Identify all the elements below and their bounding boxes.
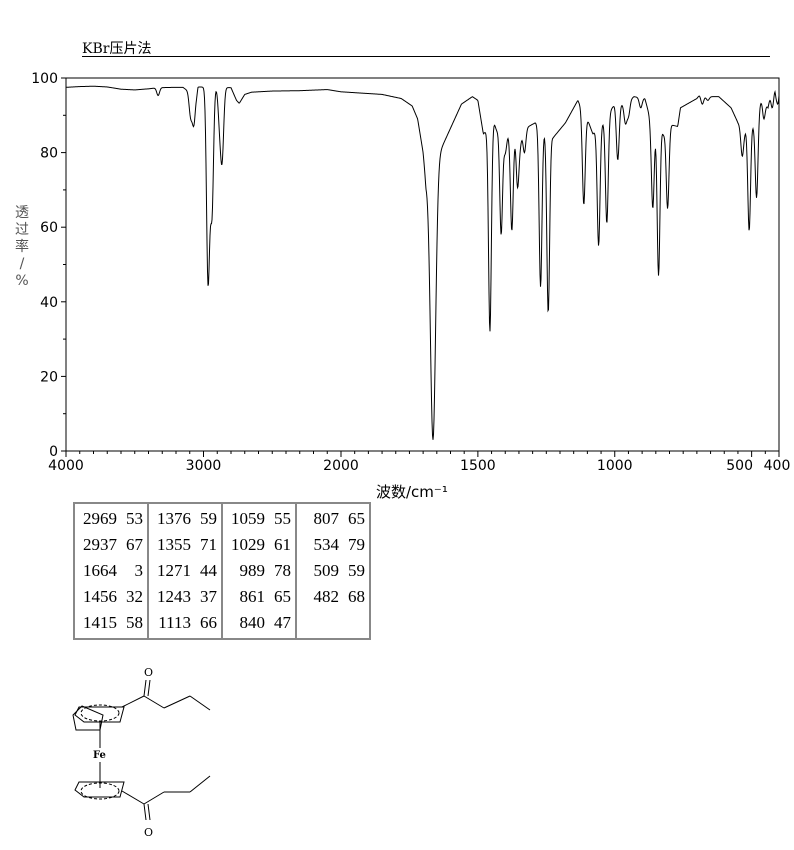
x-tick-label: 3000 — [186, 458, 222, 474]
peak-wavenumber: 989 — [239, 561, 266, 580]
peak-wavenumber: 1355 — [157, 535, 191, 554]
butanoyl-chain-bottom — [121, 775, 211, 821]
peak-entry: 534 79 — [301, 532, 366, 558]
peak-entry: 989 78 — [227, 558, 292, 584]
peak-transmittance: 59 — [200, 509, 217, 528]
x-axis-ticks: 4000 3000 2000 1500 1000 500 400 — [48, 451, 790, 474]
peak-entry: 1271 44 — [153, 558, 217, 584]
peak-entry: 1355 71 — [153, 532, 217, 558]
butanoyl-chain-top — [121, 679, 211, 711]
y-tick-label: 0 — [49, 444, 58, 460]
molecule-structure: O Fe O — [72, 666, 211, 839]
peak-entry: 1376 59 — [153, 506, 217, 532]
peak-transmittance: 66 — [200, 613, 217, 632]
peak-transmittance: 65 — [274, 587, 291, 606]
y-axis-label-char: / — [19, 256, 25, 272]
peak-transmittance: 65 — [348, 509, 365, 528]
peak-wavenumber: 1029 — [231, 535, 265, 554]
peak-transmittance: 71 — [200, 535, 217, 554]
peak-transmittance: 32 — [126, 587, 143, 606]
x-tick-label: 2000 — [323, 458, 359, 474]
peak-transmittance: 44 — [200, 561, 217, 580]
y-tick-label: 40 — [40, 295, 58, 311]
peak-entry: 1059 55 — [227, 506, 291, 532]
peak-column: 2969 53 2937 67 1664 3 1456 32 1415 58 — [74, 503, 148, 639]
peak-transmittance: 68 — [348, 587, 365, 606]
peak-transmittance: 3 — [134, 561, 144, 580]
peak-wavenumber: 482 — [313, 587, 340, 606]
peak-transmittance: 61 — [274, 535, 291, 554]
peak-entry: 2937 67 — [79, 532, 143, 558]
peak-wavenumber: 1664 — [83, 561, 117, 580]
peak-entry: 1113 66 — [153, 610, 217, 636]
peak-transmittance: 58 — [126, 613, 143, 632]
x-tick-label: 1500 — [460, 458, 496, 474]
peak-transmittance: 37 — [200, 587, 217, 606]
peak-wavenumber: 2937 — [83, 535, 117, 554]
plot-frame — [65, 77, 780, 452]
oxygen-atom-bottom: O — [144, 826, 153, 839]
peak-wavenumber: 861 — [239, 587, 266, 606]
peak-entry: 1456 32 — [79, 584, 143, 610]
peak-wavenumber: 1059 — [231, 509, 265, 528]
oxygen-atom-top: O — [144, 666, 153, 679]
peak-wavenumber: 1243 — [157, 587, 191, 606]
peak-wavenumber: 534 — [313, 535, 340, 554]
peak-wavenumber: 1271 — [157, 561, 191, 580]
peak-transmittance: 53 — [126, 509, 143, 528]
y-axis-label-char: 率 — [15, 239, 29, 255]
y-axis-label: 透 过 率 / % — [12, 205, 32, 290]
peak-entry: 1243 37 — [153, 584, 217, 610]
iron-atom: Fe — [93, 750, 106, 761]
x-tick-label: 400 — [764, 458, 791, 474]
peak-column: 807 65 534 79 509 59 482 68 — [296, 503, 370, 639]
peak-wavenumber: 1113 — [158, 613, 191, 632]
peak-wavenumber: 2969 — [83, 509, 117, 528]
peak-transmittance: 67 — [126, 535, 143, 554]
peak-column: 1059 55 1029 61 989 78 861 65 840 47 — [222, 503, 296, 639]
peak-wavenumber: 1376 — [157, 509, 191, 528]
x-tick-label: 1000 — [597, 458, 633, 474]
peak-wavenumber: 840 — [239, 613, 266, 632]
peak-wavenumber: 509 — [313, 561, 340, 580]
peak-entry: 861 65 — [227, 584, 292, 610]
peak-column: 1376 59 1355 71 1271 44 1243 37 1113 66 — [148, 503, 222, 639]
cyclopentadienyl-ring-bottom — [74, 781, 125, 800]
peak-wavenumber: 807 — [313, 509, 340, 528]
peak-entry-empty — [301, 610, 365, 636]
y-tick-label: 20 — [40, 369, 58, 385]
spectrum-trace — [65, 85, 780, 440]
peak-wavenumber: 1456 — [83, 587, 117, 606]
peak-wavenumber: 1415 — [83, 613, 117, 632]
peak-entry: 1029 61 — [227, 532, 291, 558]
x-axis-label: 波数/cm⁻¹ — [376, 483, 448, 500]
y-axis-ticks: 0 20 40 60 80 100 — [31, 71, 66, 460]
peak-entry: 482 68 — [301, 584, 366, 610]
x-tick-label: 4000 — [48, 458, 84, 474]
peak-transmittance: 59 — [348, 561, 365, 580]
peak-table: 2969 53 2937 67 1664 3 1456 32 1415 58 1376 59 1355… — [73, 502, 371, 640]
peak-entry: 1664 3 — [79, 558, 143, 584]
peak-entry: 509 59 — [301, 558, 366, 584]
y-tick-label: 100 — [31, 71, 58, 87]
peak-transmittance: 78 — [274, 561, 291, 580]
y-axis-label-char: 过 — [15, 222, 29, 238]
sample-method: KBr压片法 — [82, 41, 152, 57]
y-axis-label-char: % — [15, 273, 29, 289]
y-tick-label: 80 — [40, 146, 58, 162]
peak-entry: 807 65 — [301, 506, 366, 532]
cyclopentadienyl-ring-top — [72, 704, 125, 731]
method-underline — [82, 56, 770, 57]
peak-entry: 1415 58 — [79, 610, 143, 636]
y-tick-label: 60 — [40, 220, 58, 236]
peak-transmittance: 47 — [274, 613, 291, 632]
x-tick-label: 500 — [726, 458, 753, 474]
peak-transmittance: 79 — [348, 535, 365, 554]
y-axis-label-char: 透 — [15, 205, 29, 221]
peak-entry: 840 47 — [227, 610, 292, 636]
peak-entry: 2969 53 — [79, 506, 143, 532]
peak-transmittance: 55 — [274, 509, 291, 528]
